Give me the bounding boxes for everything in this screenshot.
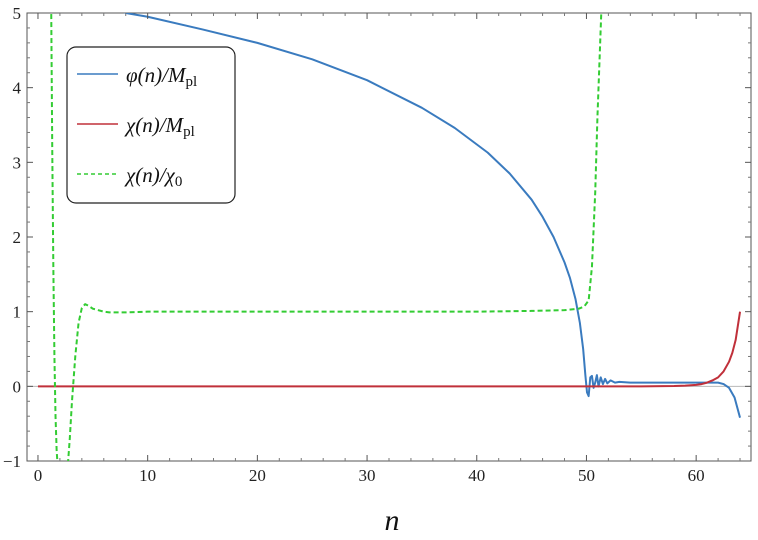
x-tick-label: 10 xyxy=(139,466,156,485)
x-tick-label: 20 xyxy=(249,466,266,485)
y-tick-label: 5 xyxy=(13,4,22,23)
y-tick-label: −1 xyxy=(3,452,21,471)
legend-label-sub: pl xyxy=(185,74,197,90)
legend-label-main: φ(n)/M xyxy=(126,63,187,87)
legend-label-0: φ(n)/Mpl xyxy=(126,63,197,90)
y-tick-label: 2 xyxy=(13,228,22,247)
y-tick-label: 4 xyxy=(13,79,22,98)
series-line-1 xyxy=(37,311,742,388)
legend-label-sub: pl xyxy=(183,124,195,140)
x-tick-label: 0 xyxy=(34,466,43,485)
legend-box xyxy=(66,46,236,204)
y-tick-label: 3 xyxy=(13,153,22,172)
x-axis-title: n xyxy=(385,504,400,537)
legend-label-sub: 0 xyxy=(175,174,183,190)
series-line-0 xyxy=(123,13,741,418)
x-tick-label: 40 xyxy=(468,466,485,485)
legend-label-main: χ(n)/M xyxy=(124,113,185,137)
x-tick-label: 60 xyxy=(688,466,705,485)
legend-label-2: χ(n)/χ0 xyxy=(124,163,182,190)
y-tick-label: 0 xyxy=(13,377,22,396)
legend-label-main: χ(n)/χ xyxy=(124,163,176,187)
x-tick-label: 50 xyxy=(578,466,595,485)
legend-label-1: χ(n)/Mpl xyxy=(124,113,195,140)
y-tick-label: 1 xyxy=(13,303,22,322)
x-tick-label: 30 xyxy=(359,466,376,485)
